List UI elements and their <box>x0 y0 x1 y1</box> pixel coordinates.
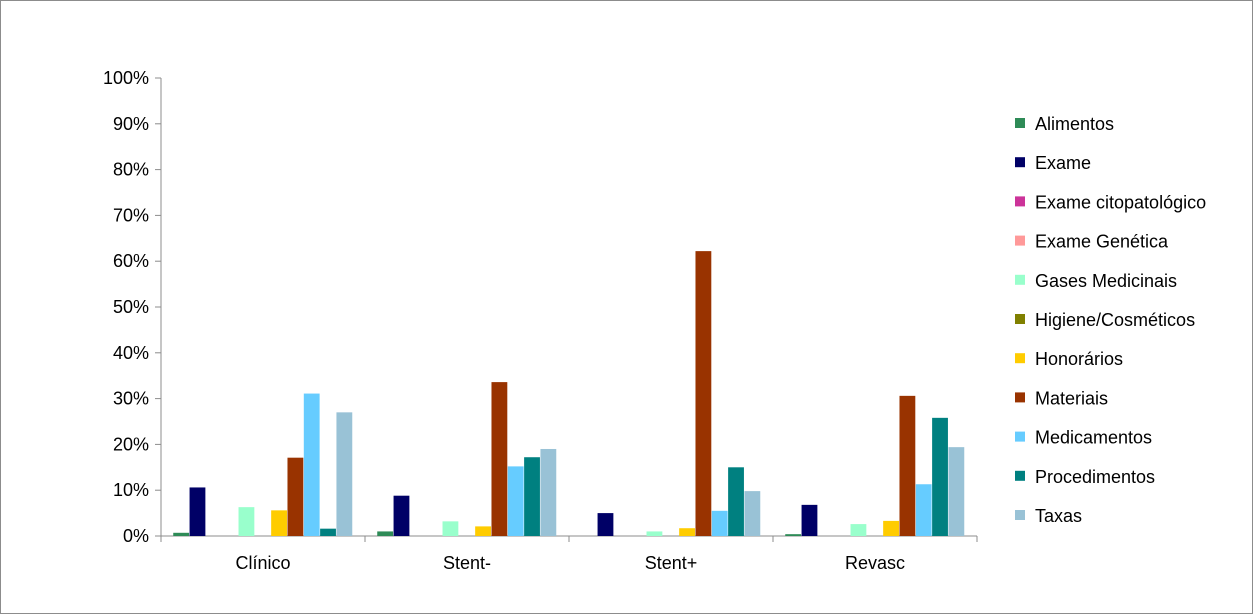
y-tick-label: 30% <box>113 389 149 409</box>
bar <box>597 513 614 536</box>
bar <box>728 467 744 536</box>
y-tick-label: 50% <box>113 297 149 317</box>
legend-swatch <box>1015 118 1025 128</box>
legend-swatch <box>1015 510 1025 520</box>
y-tick-label: 60% <box>113 251 149 271</box>
x-axis: Clínico Stent- Stent+ Revasc <box>160 535 978 573</box>
bar <box>932 417 948 536</box>
bar <box>948 447 965 536</box>
legend-label: Exame citopatológico <box>1035 192 1206 212</box>
legend-swatch <box>1015 314 1025 324</box>
legend-label: Higiene/Cosméticos <box>1035 310 1195 330</box>
x-tick-label: Stent+ <box>645 553 698 573</box>
bar <box>336 412 353 536</box>
y-tick-label: 40% <box>113 343 149 363</box>
bar <box>801 504 818 536</box>
bar <box>377 531 394 536</box>
y-tick-label: 90% <box>113 114 149 134</box>
y-tick-label: 70% <box>113 205 149 225</box>
legend-swatch <box>1015 392 1025 403</box>
bar <box>320 528 336 536</box>
legend-swatch <box>1015 353 1025 364</box>
legend-label: Alimentos <box>1035 114 1114 134</box>
x-tick-label: Revasc <box>845 553 905 573</box>
bar <box>744 491 761 536</box>
bar <box>785 534 802 536</box>
bar <box>491 382 508 536</box>
bars <box>173 251 965 536</box>
legend-swatch <box>1015 431 1025 442</box>
bar <box>899 395 916 536</box>
y-tick-label: 80% <box>113 160 149 180</box>
bar <box>711 510 728 536</box>
bar <box>540 448 557 536</box>
bar <box>915 484 932 536</box>
legend: Alimentos Exame Exame citopatológico Exame … <box>1015 114 1206 526</box>
bar <box>850 524 867 536</box>
y-tick-label: 100% <box>103 68 149 88</box>
bar <box>393 495 410 536</box>
legend-label: Taxas <box>1035 506 1082 526</box>
bar <box>679 528 695 536</box>
bar <box>287 457 304 536</box>
legend-label: Gases Medicinais <box>1035 271 1177 291</box>
legend-swatch <box>1015 157 1025 168</box>
legend-label: Medicamentos <box>1035 428 1152 448</box>
bar <box>507 466 524 536</box>
bar <box>189 487 206 536</box>
y-axis: 0% 10% 20% 30% 40% 50% 60% 70% 80% 90% 100% <box>103 68 162 546</box>
bar <box>173 532 190 536</box>
y-tick-label: 0% <box>123 526 149 546</box>
legend-swatch <box>1015 470 1025 481</box>
legend-label: Exame Genética <box>1035 232 1169 252</box>
bar <box>303 393 320 536</box>
bar <box>695 251 712 536</box>
x-tick-label: Clínico <box>235 553 290 573</box>
legend-label: Materiais <box>1035 388 1108 408</box>
legend-swatch <box>1015 235 1025 246</box>
bar <box>475 526 491 536</box>
bar <box>646 531 663 536</box>
legend-label: Procedimentos <box>1035 467 1155 487</box>
bar <box>524 457 540 536</box>
x-tick-label: Stent- <box>443 553 491 573</box>
legend-swatch <box>1015 274 1025 285</box>
legend-label: Exame <box>1035 153 1091 173</box>
legend-label: Honorários <box>1035 349 1123 369</box>
legend-swatch <box>1015 196 1025 207</box>
bar <box>442 521 459 536</box>
y-tick-label: 10% <box>113 480 149 500</box>
y-tick-label: 20% <box>113 434 149 454</box>
bar <box>883 520 899 536</box>
bar <box>271 510 287 536</box>
bar <box>238 507 255 536</box>
